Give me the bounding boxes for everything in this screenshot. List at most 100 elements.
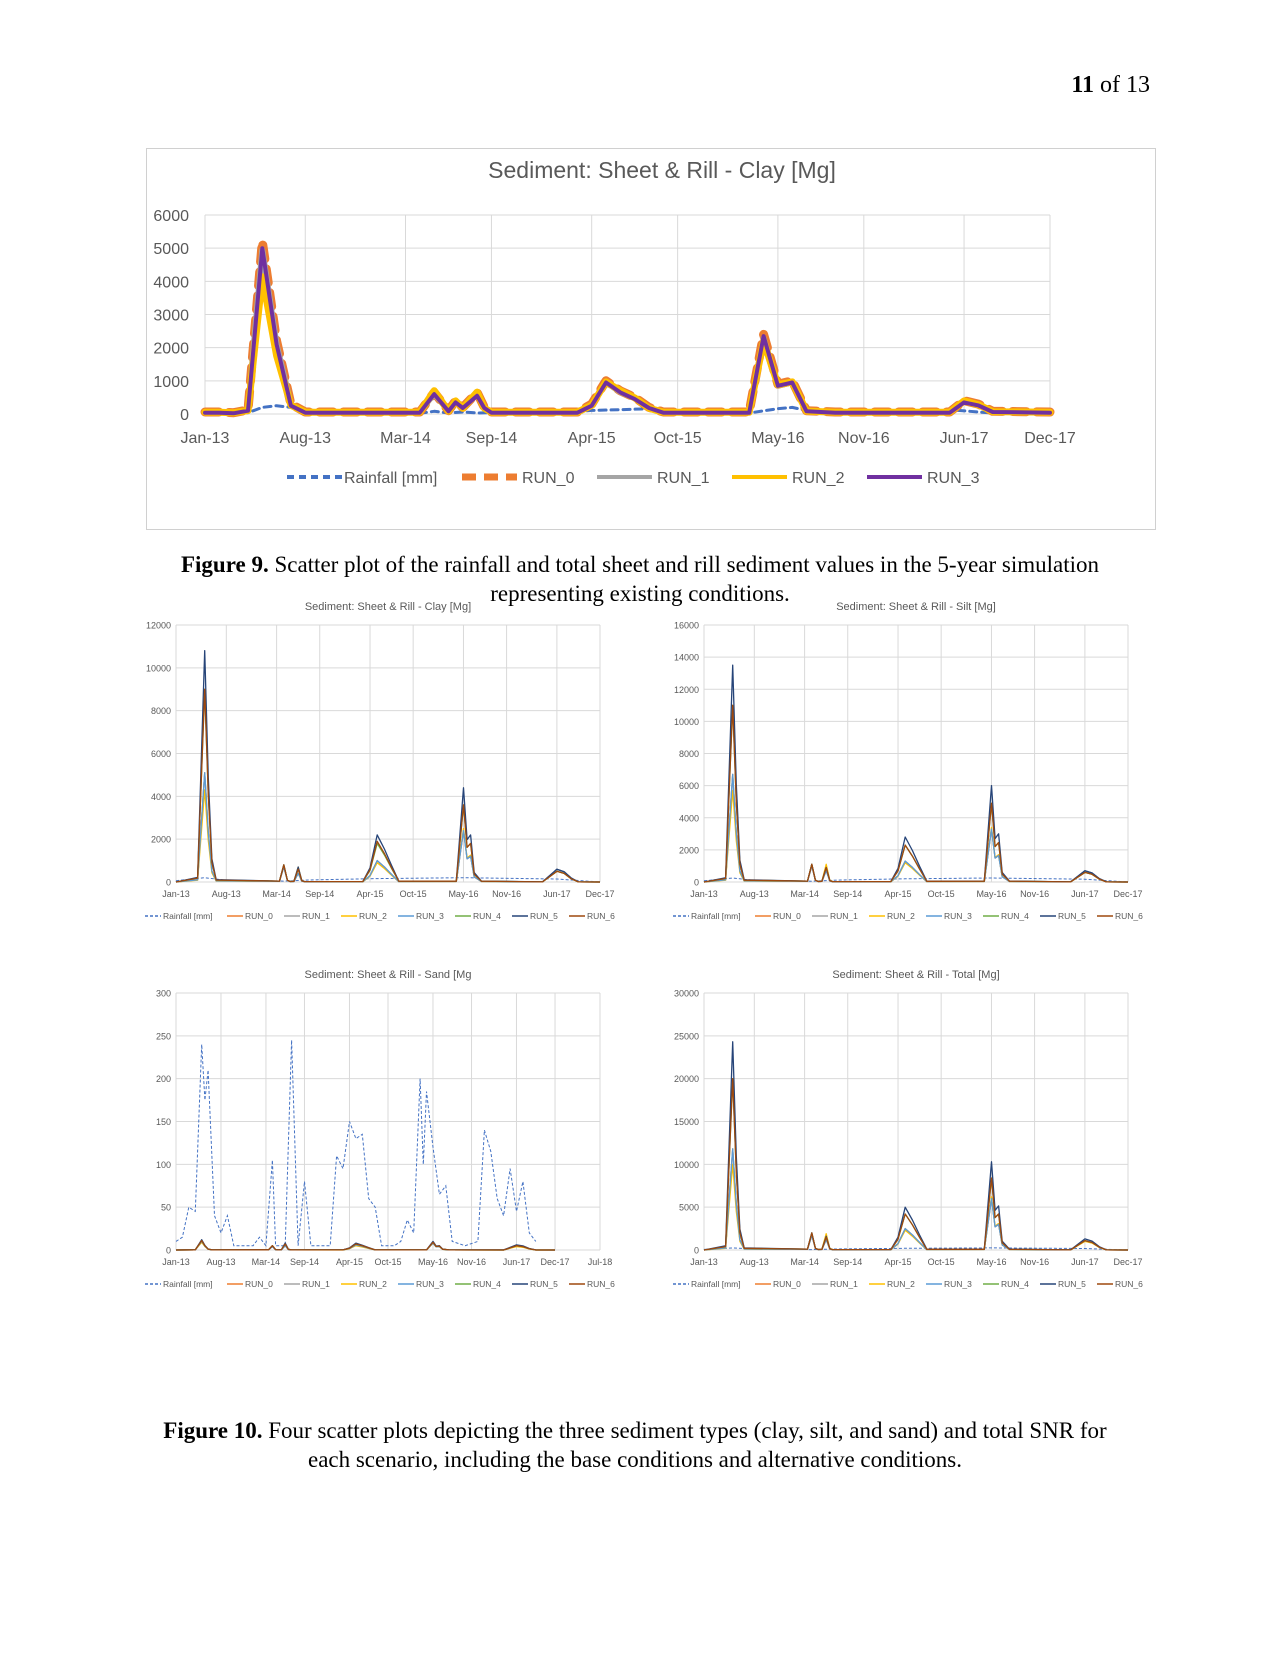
y-tick-label: 250 [156,1031,171,1041]
legend-label: RUN_5 [1058,1279,1086,1289]
page-number: 11 of 13 [1020,72,1150,99]
y-tick-label: 150 [156,1117,171,1127]
y-tick-label: 12000 [146,621,171,631]
legend-label: RUN_6 [587,1279,615,1289]
x-tick-label: Sep-14 [833,1257,862,1267]
x-tick-label: Nov-16 [457,1257,486,1267]
y-tick-label: 2000 [151,835,171,845]
series-line-run-1 [202,247,1053,416]
series-line-run-2 [201,273,1054,417]
y-tick-label: 4000 [153,274,189,291]
legend-label: Rainfall [mm] [344,470,437,487]
series-line-run-1 [175,1240,555,1251]
x-tick-label: May-16 [448,889,478,899]
y-tick-label: 300 [156,989,171,999]
x-tick-label: Apr-15 [568,430,616,447]
figure-9-caption: Figure 9. Scatter plot of the rainfall a… [170,550,1110,608]
x-tick-label: Jan-13 [690,1257,718,1267]
series-line-run-5 [175,650,601,883]
small-sand-chart: Sediment: Sheet & Rill - Sand [Mg 0 50 100 1… [145,969,615,1289]
x-tick-label: Jan-13 [690,889,718,899]
x-tick-label: May-16 [418,1257,448,1267]
figure-9-label: Figure 9. [180,552,269,577]
series-line-run-3 [203,246,1052,416]
x-tick-label: Jan-13 [162,1257,190,1267]
legend-label: RUN_3 [944,1279,972,1289]
x-tick-label: Jun-17 [1071,889,1099,899]
chart-title: Sediment: Sheet & Rill - Clay [Mg] [305,601,471,613]
chart-title: Sediment: Sheet & Rill - Silt [Mg] [836,601,996,613]
y-tick-label: 200 [156,1074,171,1084]
series-line-run-4 [175,688,601,883]
y-tick-label: 2000 [679,845,699,855]
series-line-run-3 [175,1240,555,1251]
x-tick-label: Sep-14 [466,430,518,447]
x-tick-label: Apr-15 [336,1257,363,1267]
y-tick-label: 50 [161,1203,171,1213]
x-tick-label: Oct-15 [400,889,427,899]
x-tick-label: Apr-15 [885,889,912,899]
series-line-run-2 [175,789,601,883]
legend-label: RUN_6 [587,911,615,921]
x-tick-label: Dec-17 [1113,889,1142,899]
legend-label: RUN_4 [473,911,501,921]
y-tick-label: 1000 [153,374,189,391]
legend-label: RUN_2 [359,911,387,921]
x-tick-label: May-16 [751,430,804,447]
legend-label: RUN_6 [1115,911,1143,921]
x-tick-label: Sep-14 [290,1257,319,1267]
series-line-rainfall-mm [175,1040,537,1248]
legend-label: RUN_0 [522,470,575,487]
x-tick-label: Nov-16 [492,889,521,899]
y-tick-label: 6000 [151,749,171,759]
y-tick-label: 0 [166,1246,171,1256]
series-line-run-4 [703,704,1129,883]
y-tick-label: 100 [156,1160,171,1170]
x-tick-label: Jan-13 [162,889,190,899]
x-tick-label: Sep-14 [833,889,862,899]
y-tick-label: 6000 [153,208,189,225]
legend-label: RUN_2 [359,1279,387,1289]
series-line-run-0 [200,237,1055,418]
x-tick-label: Dec-17 [1024,430,1076,447]
x-tick-label: Nov-16 [838,430,890,447]
x-tick-label: Apr-15 [885,1257,912,1267]
series-line-run-6 [175,1239,555,1251]
small-total-chart: Sediment: Sheet & Rill - Total [Mg] 0 5000… [673,969,1143,1289]
x-tick-label: Jul-18 [588,1257,613,1267]
chart-title: Sediment: Sheet & Rill - Clay [Mg] [488,157,836,183]
x-tick-label: May-16 [976,1257,1006,1267]
legend-label: RUN_4 [1001,911,1029,921]
figure-9-chart: Sediment: Sheet & Rill - Clay [Mg] 0 1000 2… [146,148,1156,530]
x-tick-label: Jun-17 [940,430,989,447]
legend-label: RUN_0 [245,1279,273,1289]
x-tick-label: Jan-13 [181,430,230,447]
x-tick-label: Aug-13 [740,1257,769,1267]
x-tick-label: Aug-13 [206,1257,235,1267]
legend-label: RUN_6 [1115,1279,1143,1289]
x-tick-label: Aug-13 [212,889,241,899]
legend-label: RUN_0 [773,1279,801,1289]
y-tick-label: 14000 [674,653,699,663]
y-tick-label: 16000 [674,621,699,631]
legend-label: RUN_5 [530,911,558,921]
y-tick-label: 3000 [153,308,189,325]
legend-label: RUN_0 [245,911,273,921]
y-tick-label: 30000 [674,989,699,999]
x-tick-label: Aug-13 [740,889,769,899]
y-tick-label: 10000 [674,717,699,727]
legend-label: Rainfall [mm] [163,911,213,921]
series-line-run-0 [175,1240,555,1251]
legend-label: Rainfall [mm] [691,911,741,921]
small-clay-chart: Sediment: Sheet & Rill - Clay [Mg] 0 2000 4… [145,601,615,921]
x-tick-label: May-16 [976,889,1006,899]
x-tick-label: Dec-17 [585,889,614,899]
legend-label: Rainfall [mm] [163,1279,213,1289]
figure-9-text: Scatter plot of the rainfall and total s… [268,552,1100,606]
main-clay-chart: Sediment: Sheet & Rill - Clay [Mg] 0 1000 2… [153,157,1076,487]
legend-label: RUN_4 [1001,1279,1029,1289]
series-line-run-2 [703,789,1129,883]
legend-label: RUN_1 [302,911,330,921]
legend-label: RUN_0 [773,911,801,921]
chart-title: Sediment: Sheet & Rill - Total [Mg] [832,969,999,981]
